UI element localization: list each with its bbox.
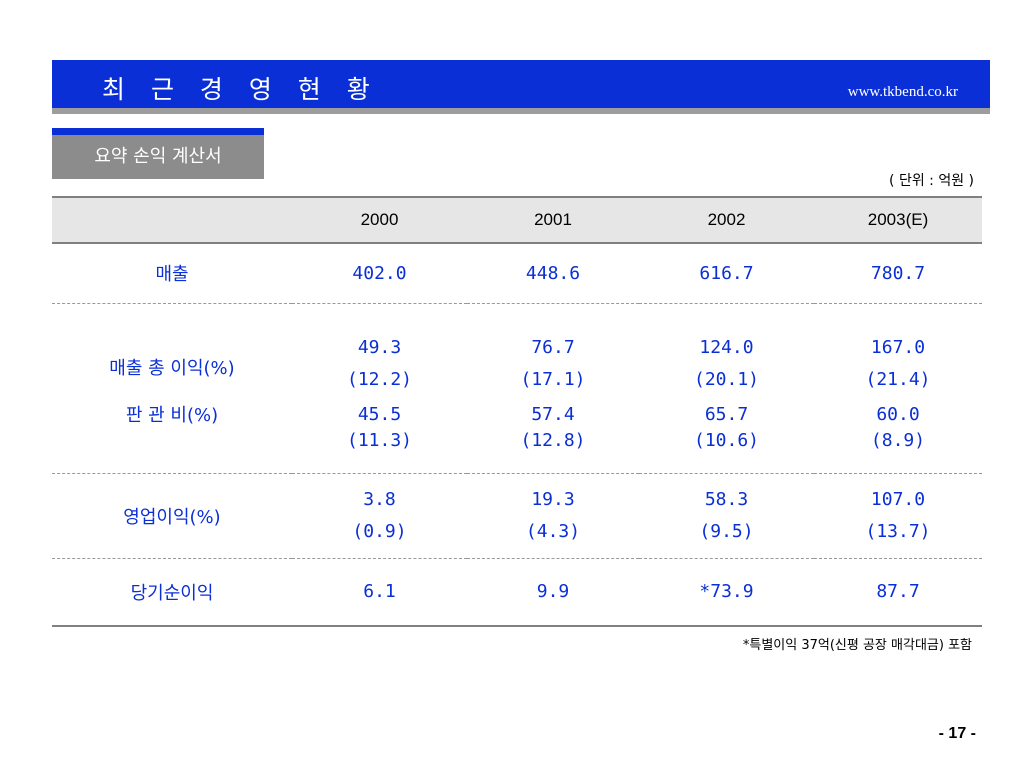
header-cell-2003e: 2003(E) (814, 196, 982, 244)
section-title: 요약 손익 계산서 (52, 135, 264, 179)
header-underline (52, 108, 990, 114)
cell-sga-2000: 45.5 (11.3) (292, 401, 467, 474)
cell-gross-2001: 76.7 (17.1) (467, 303, 639, 401)
table-row-sales: 매출 402.0 448.6 616.7 780.7 (52, 243, 982, 304)
sga-pct-2000: (11.3) (346, 430, 413, 451)
unit-note: ( 단위 : 억원 ) (889, 173, 974, 189)
operating-pct-2001: (4.3) (525, 520, 581, 542)
cell-gross-2000: 49.3 (12.2) (292, 303, 467, 401)
cell-net-2003e: 87.7 (814, 558, 982, 627)
cell-operating-2002: 58.3 (9.5) (639, 473, 814, 559)
sga-value-2003e: 60.0 (876, 404, 920, 425)
cell-net-2000: 6.1 (292, 558, 467, 627)
cell-net-2001: 9.9 (467, 558, 639, 627)
header-cell-2002: 2002 (639, 196, 814, 244)
cell-operating-2000: 3.8 (0.9) (292, 473, 467, 559)
page-number: - 17 - (938, 725, 976, 742)
header-cell-2001: 2001 (467, 196, 639, 244)
row-label-sales: 매출 (52, 243, 292, 304)
row-label-sga: 판 관 비(%) (52, 401, 292, 474)
row-label-gross-profit: 매출 총 이익(%) (109, 357, 235, 379)
sga-pct-2001: (12.8) (520, 430, 586, 451)
row-label-operating-profit: 영업이익(%) (52, 473, 292, 559)
cell-sga-2001: 57.4 (12.8) (467, 401, 639, 474)
gross-value-2002: 124.0 (699, 336, 754, 358)
sga-value-2002: 65.7 (704, 404, 749, 425)
table-row-sga: 판 관 비(%) 45.5 (11.3) 57.4 (12.8) 65.7 (10.6… (52, 401, 982, 474)
cell-net-2002: *73.9 (639, 558, 814, 627)
sga-pct-2002: (10.6) (693, 430, 760, 451)
operating-value-2001: 19.3 (531, 488, 575, 510)
operating-pct-2003e: (13.7) (865, 520, 931, 542)
gross-pct-2001: (17.1) (520, 368, 586, 390)
gross-pct-2002: (20.1) (693, 368, 760, 390)
page-title: 최 근 경 영 현 황 (102, 75, 379, 104)
gross-pct-2000: (12.2) (346, 368, 413, 390)
cell-operating-2001: 19.3 (4.3) (467, 473, 639, 559)
cell-operating-2003e: 107.0 (13.7) (814, 473, 982, 559)
operating-value-2002: 58.3 (704, 488, 749, 510)
sga-value-2000: 45.5 (357, 404, 402, 425)
cell-sales-2000: 402.0 (292, 243, 467, 304)
cell-gross-2003e: 167.0 (21.4) (814, 303, 982, 401)
sga-value-2001: 57.4 (531, 404, 575, 425)
table-header-row: 2000 2001 2002 2003(E) (52, 196, 982, 244)
sga-pct-2003e: (8.9) (870, 430, 926, 451)
row-label-net-income: 당기순이익 (52, 558, 292, 627)
operating-pct-2000: (0.9) (352, 520, 407, 542)
header-cell-2000: 2000 (292, 196, 467, 244)
cell-sales-2001: 448.6 (467, 243, 639, 304)
website-url[interactable]: www.tkbend.co.kr (847, 84, 958, 100)
section-accent-bar (52, 128, 264, 135)
header-bar: 최 근 경 영 현 황 www.tkbend.co.kr (52, 60, 990, 108)
table-row-net-income: 당기순이익 6.1 9.9 *73.9 87.7 (52, 558, 982, 627)
gross-pct-2003e: (21.4) (865, 368, 931, 390)
gross-value-2003e: 167.0 (870, 336, 926, 358)
cell-sales-2003e: 780.7 (814, 243, 982, 304)
gross-value-2000: 49.3 (357, 336, 402, 358)
operating-value-2003e: 107.0 (870, 488, 926, 510)
cell-sga-2002: 65.7 (10.6) (639, 401, 814, 474)
table-row-gross-profit: 매출 총 이익(%) 49.3 (12.2) 76.7 (17.1) 124.0 (2… (52, 303, 982, 401)
footnote: *특별이익 37억(신평 공장 매각대금) 포함 (742, 638, 972, 653)
cell-sga-2003e: 60.0 (8.9) (814, 401, 982, 474)
operating-value-2000: 3.8 (363, 488, 396, 510)
gross-value-2001: 76.7 (531, 336, 575, 358)
cell-gross-2002: 124.0 (20.1) (639, 303, 814, 401)
income-statement-table: 2000 2001 2002 2003(E) 매출 402.0 448.6 61… (52, 196, 982, 627)
operating-pct-2002: (9.5) (699, 520, 754, 542)
table-row-operating-profit: 영업이익(%) 3.8 (0.9) 19.3 (4.3) 58.3 (9.5) 107… (52, 473, 982, 559)
cell-sales-2002: 616.7 (639, 243, 814, 304)
header-cell-blank (52, 196, 292, 244)
